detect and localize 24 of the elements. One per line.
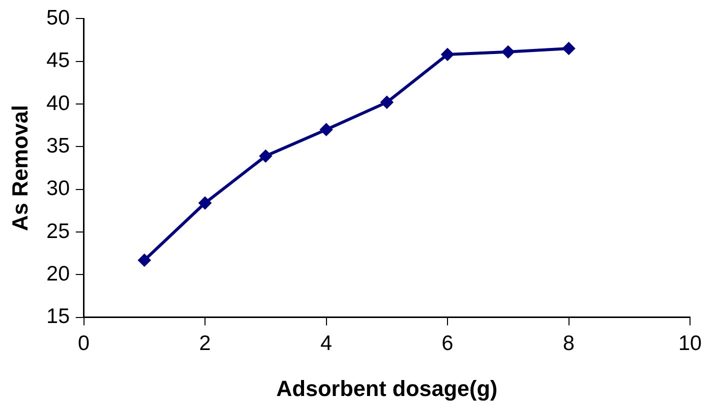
- y-tick-label: 30: [46, 177, 70, 200]
- y-tick-label: 20: [46, 262, 70, 286]
- point: [441, 48, 454, 61]
- y-tick-label: 15: [46, 305, 70, 328]
- point: [502, 45, 515, 58]
- point: [138, 254, 151, 267]
- y-tick-label: 35: [46, 134, 70, 158]
- point: [198, 196, 212, 210]
- x-tick-label: 8: [562, 332, 575, 355]
- x-axis-title: Adsorbent dosage(g): [276, 376, 498, 401]
- y-tick-label: 40: [46, 92, 70, 115]
- y-tick-label: 25: [46, 220, 70, 243]
- x-tick-label: 2: [199, 332, 211, 355]
- y-axis-title: As Removal: [7, 105, 32, 231]
- x-tick-label: 10: [678, 332, 702, 355]
- point: [320, 123, 333, 136]
- y-tick-label: 50: [46, 6, 70, 30]
- y-tick-label: 45: [46, 49, 70, 72]
- x-tick-label: 6: [442, 332, 454, 355]
- x-tick-label: 0: [78, 332, 90, 355]
- point: [380, 96, 394, 109]
- point: [259, 150, 272, 163]
- point: [562, 42, 576, 55]
- x-tick-label: 4: [320, 332, 332, 355]
